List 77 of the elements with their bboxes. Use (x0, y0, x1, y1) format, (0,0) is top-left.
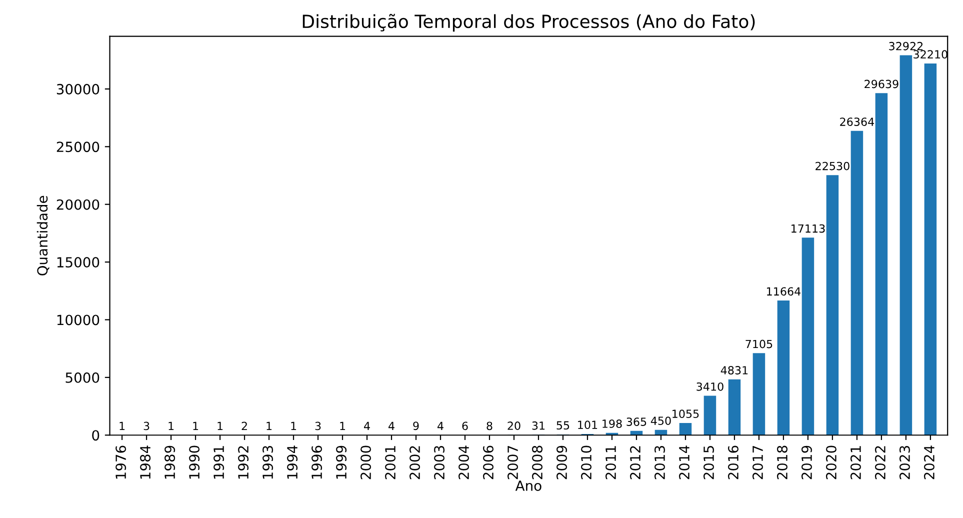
data-label: 365 (626, 418, 646, 426)
data-label: 1 (193, 422, 198, 430)
data-label: 101 (578, 420, 598, 430)
data-label: 1 (266, 422, 272, 430)
data-label: 7105 (746, 340, 772, 348)
x-tick-label: 2013 (654, 446, 666, 480)
x-tick-label: 2019 (801, 446, 812, 480)
x-tick-label: 2006 (483, 446, 494, 480)
data-label: 31 (532, 421, 545, 430)
x-tick-label: 2016 (728, 446, 738, 480)
x-tick-label: 2014 (678, 446, 690, 480)
y-tick-label: 25000 (56, 142, 100, 152)
x-tick-label: 2022 (874, 446, 886, 480)
x-tick-label: 1999 (336, 446, 347, 479)
data-label: 3410 (696, 382, 724, 391)
data-label: 20 (508, 422, 520, 430)
data-label: 2 (242, 422, 247, 430)
x-axis-title: Ano (515, 480, 542, 491)
y-tick-label: 10000 (57, 314, 100, 326)
x-tick-label: 2024 (924, 446, 934, 480)
y-tick-label: 15000 (57, 257, 100, 268)
data-label: 9 (413, 422, 419, 430)
chart-title: Distribuição Temporal dos Processos (Ano do Fato) (302, 14, 755, 32)
x-tick-label: 2015 (703, 446, 714, 480)
data-label: 1055 (672, 410, 699, 418)
x-tick-label: 1984 (140, 446, 151, 479)
data-label: 29639 (864, 80, 898, 88)
x-tick-label: 1996 (312, 446, 322, 479)
y-tick-label: 20000 (56, 199, 100, 210)
data-label: 17113 (792, 224, 825, 233)
x-tick-label: 2011 (606, 446, 616, 480)
data-label: 1 (120, 422, 125, 430)
x-tick-label: 1994 (287, 446, 298, 479)
x-tick-label: 2000 (360, 446, 372, 480)
data-label: 22530 (816, 162, 850, 170)
x-tick-label: 2021 (850, 446, 861, 480)
x-tick-label: 2004 (458, 446, 470, 480)
x-tick-label: 2018 (776, 446, 788, 480)
y-tick-label: 0 (92, 430, 100, 441)
x-tick-label: 2007 (508, 446, 518, 480)
x-tick-label: 2020 (826, 446, 836, 480)
x-tick-label: 2017 (752, 446, 763, 480)
y-tick-label: 30000 (56, 84, 100, 94)
data-label: 55 (556, 421, 570, 430)
x-tick-label: 2008 (532, 446, 543, 480)
x-tick-label: 1992 (238, 446, 249, 479)
x-tick-label: 2009 (556, 446, 568, 480)
x-tick-label: 1976 (116, 446, 126, 479)
data-label: 1 (168, 422, 174, 430)
data-label: 1 (340, 422, 346, 430)
data-label: 26364 (840, 118, 874, 126)
x-tick-label: 2023 (899, 446, 910, 480)
x-tick-label: 1993 (262, 446, 274, 479)
data-label: 3 (144, 422, 150, 430)
data-label: 6 (462, 422, 468, 430)
data-label: 32922 (889, 42, 923, 50)
x-tick-label: 2010 (581, 446, 592, 480)
data-label: 4 (388, 422, 394, 430)
x-tick-label: 1989 (164, 446, 176, 479)
data-label: 4 (438, 422, 444, 430)
data-label: 1 (291, 422, 296, 430)
x-tick-label: 1991 (214, 446, 224, 479)
x-tick-label: 1990 (189, 446, 200, 479)
data-label: 8 (486, 422, 492, 430)
y-tick-label: 5000 (66, 372, 100, 383)
x-tick-label: 2003 (434, 446, 445, 480)
data-label: 3 (315, 422, 321, 430)
data-label: 4 (364, 422, 370, 430)
data-label: 198 (602, 420, 622, 428)
data-label: 1 (218, 422, 223, 430)
data-label: 4831 (720, 366, 748, 374)
x-tick-label: 2002 (410, 446, 420, 480)
x-tick-label: 2012 (630, 446, 641, 480)
y-axis-title: Quantidade (36, 196, 50, 276)
x-tick-label: 2001 (385, 446, 396, 480)
data-label: 450 (650, 416, 671, 425)
data-label: 11664 (767, 287, 801, 296)
